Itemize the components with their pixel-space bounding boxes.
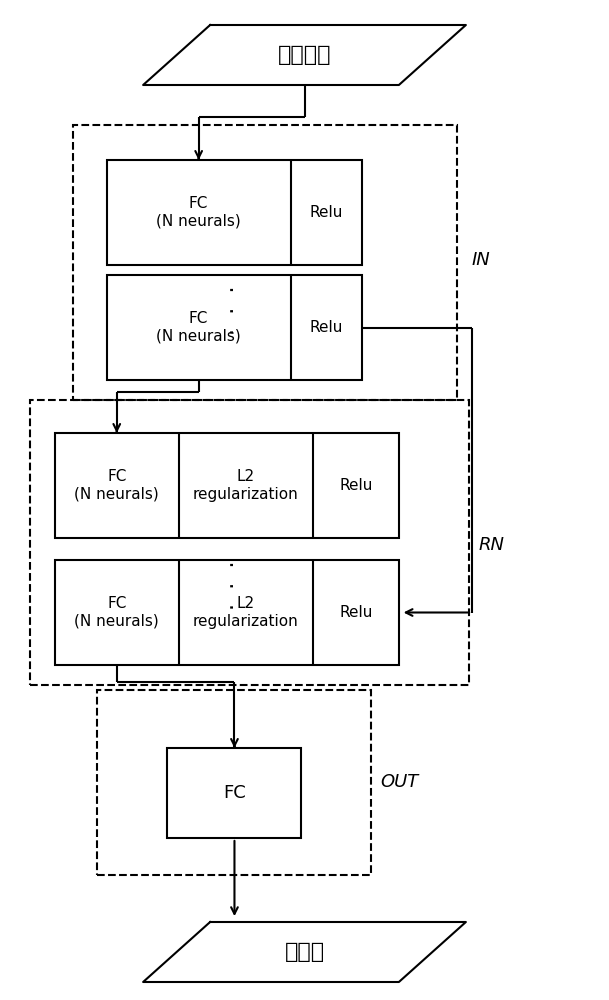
Bar	[167, 748, 301, 838]
Text: FC
(N neurals): FC (N neurals)	[74, 469, 159, 502]
Text: ·  ·  ·: · · ·	[225, 285, 244, 335]
Text: 结构参数: 结构参数	[278, 45, 331, 65]
Text: FC
(N neurals): FC (N neurals)	[157, 196, 241, 229]
Text: L2
regularization: L2 regularization	[193, 596, 298, 629]
Text: RN: RN	[478, 536, 504, 554]
Bar	[55, 560, 399, 665]
Bar	[30, 400, 469, 685]
Bar	[107, 160, 362, 265]
Text: FC
(N neurals): FC (N neurals)	[74, 596, 159, 629]
Text: FC
(N neurals): FC (N neurals)	[157, 311, 241, 344]
Text: OUT: OUT	[381, 773, 419, 791]
Text: L2
regularization: L2 regularization	[193, 469, 298, 502]
Bar	[107, 275, 362, 380]
Text: Relu: Relu	[339, 605, 373, 620]
Text: Relu: Relu	[310, 320, 343, 335]
Text: FC: FC	[223, 784, 246, 802]
Text: Relu: Relu	[339, 478, 373, 493]
Text: ·  ·  ·: · · ·	[225, 560, 244, 610]
Text: Relu: Relu	[310, 205, 343, 220]
Bar	[55, 433, 399, 538]
Bar	[97, 690, 371, 875]
Text: IN: IN	[472, 251, 491, 269]
Bar	[73, 125, 457, 400]
Text: 光谱图: 光谱图	[284, 942, 325, 962]
